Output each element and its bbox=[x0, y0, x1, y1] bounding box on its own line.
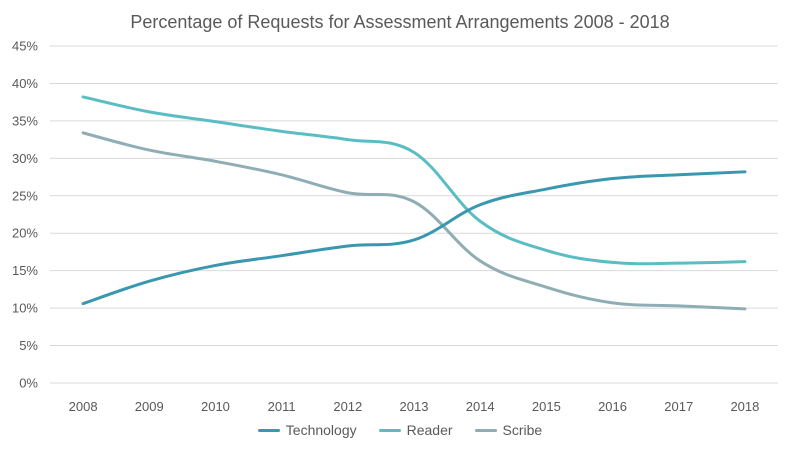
data-point-scribe bbox=[677, 304, 680, 308]
data-point-scribe bbox=[545, 285, 548, 289]
y-tick-label: 40% bbox=[12, 76, 38, 91]
y-tick-label: 30% bbox=[12, 151, 38, 166]
data-point-technology bbox=[677, 173, 680, 177]
legend-label-scribe: Scribe bbox=[502, 422, 543, 438]
x-tick-label: 2009 bbox=[135, 399, 164, 414]
legend-swatch-reader bbox=[378, 428, 401, 432]
series-line-scribe bbox=[81, 131, 747, 311]
data-point-technology bbox=[148, 279, 151, 283]
chart-title: Percentage of Requests for Assessment Ar… bbox=[130, 12, 670, 32]
x-tick-label: 2017 bbox=[664, 399, 693, 414]
legend-item-technology[interactable]: Technology bbox=[257, 422, 357, 438]
data-point-technology bbox=[346, 244, 350, 248]
x-axis-ticks: 2008 2009 2010 2011 2012 2013 2014 2015 2016 2017… bbox=[69, 399, 760, 414]
data-point-reader bbox=[280, 130, 283, 133]
data-point-scribe bbox=[214, 160, 217, 163]
data-point-reader bbox=[148, 110, 151, 114]
data-point-technology bbox=[743, 170, 747, 174]
data-point-scribe bbox=[346, 191, 350, 194]
data-point-reader bbox=[81, 95, 85, 99]
gridlines bbox=[50, 45, 778, 384]
data-point-technology bbox=[545, 187, 548, 191]
x-tick-label: 2011 bbox=[268, 399, 296, 414]
data-point-reader bbox=[412, 151, 416, 154]
y-tick-label: 45% bbox=[12, 39, 38, 54]
y-tick-label: 15% bbox=[12, 263, 38, 278]
data-point-reader bbox=[214, 120, 217, 123]
data-point-scribe bbox=[81, 131, 85, 135]
x-tick-label: 2013 bbox=[400, 399, 429, 414]
data-point-scribe bbox=[611, 301, 614, 305]
data-point-reader bbox=[743, 260, 747, 263]
y-axis-ticks: 0% 5% 10% 15% 20% 25% 30% 35% 40% 45% bbox=[12, 39, 38, 391]
data-point-scribe bbox=[478, 259, 482, 263]
data-point-reader bbox=[545, 249, 548, 252]
legend-label-reader: Reader bbox=[406, 422, 453, 438]
y-tick-label: 0% bbox=[19, 376, 38, 391]
data-point-technology bbox=[280, 254, 283, 257]
y-tick-label: 20% bbox=[12, 226, 38, 241]
data-point-scribe bbox=[280, 173, 283, 177]
data-point-technology bbox=[611, 177, 614, 180]
data-point-reader bbox=[478, 220, 482, 223]
legend-swatch-technology bbox=[257, 428, 280, 432]
data-point-reader bbox=[346, 138, 350, 141]
y-tick-label: 10% bbox=[12, 301, 38, 316]
x-tick-label: 2015 bbox=[532, 399, 561, 414]
data-point-reader bbox=[611, 261, 614, 264]
legend-item-reader[interactable]: Reader bbox=[378, 422, 453, 438]
x-tick-label: 2016 bbox=[598, 399, 627, 414]
data-point-scribe bbox=[743, 307, 747, 311]
x-tick-label: 2010 bbox=[201, 399, 230, 414]
data-point-scribe bbox=[412, 200, 416, 203]
y-tick-label: 25% bbox=[12, 188, 38, 203]
legend-label-technology: Technology bbox=[285, 422, 357, 438]
data-point-technology bbox=[412, 238, 416, 242]
data-point-technology bbox=[214, 264, 217, 267]
data-point-technology bbox=[478, 203, 482, 206]
legend: Technology Reader Scribe bbox=[0, 422, 800, 438]
y-tick-label: 35% bbox=[12, 113, 38, 128]
y-tick-label: 5% bbox=[19, 338, 38, 353]
data-point-technology bbox=[81, 302, 85, 305]
series-lines bbox=[81, 95, 747, 311]
x-tick-label: 2012 bbox=[333, 399, 362, 414]
x-tick-label: 2008 bbox=[69, 399, 98, 414]
series-line-technology bbox=[81, 170, 747, 306]
x-tick-label: 2018 bbox=[730, 399, 759, 414]
x-tick-label: 2014 bbox=[466, 399, 495, 414]
data-point-reader bbox=[677, 261, 680, 265]
legend-item-scribe[interactable]: Scribe bbox=[474, 422, 543, 438]
data-point-scribe bbox=[148, 148, 151, 152]
legend-swatch-scribe bbox=[474, 428, 497, 432]
